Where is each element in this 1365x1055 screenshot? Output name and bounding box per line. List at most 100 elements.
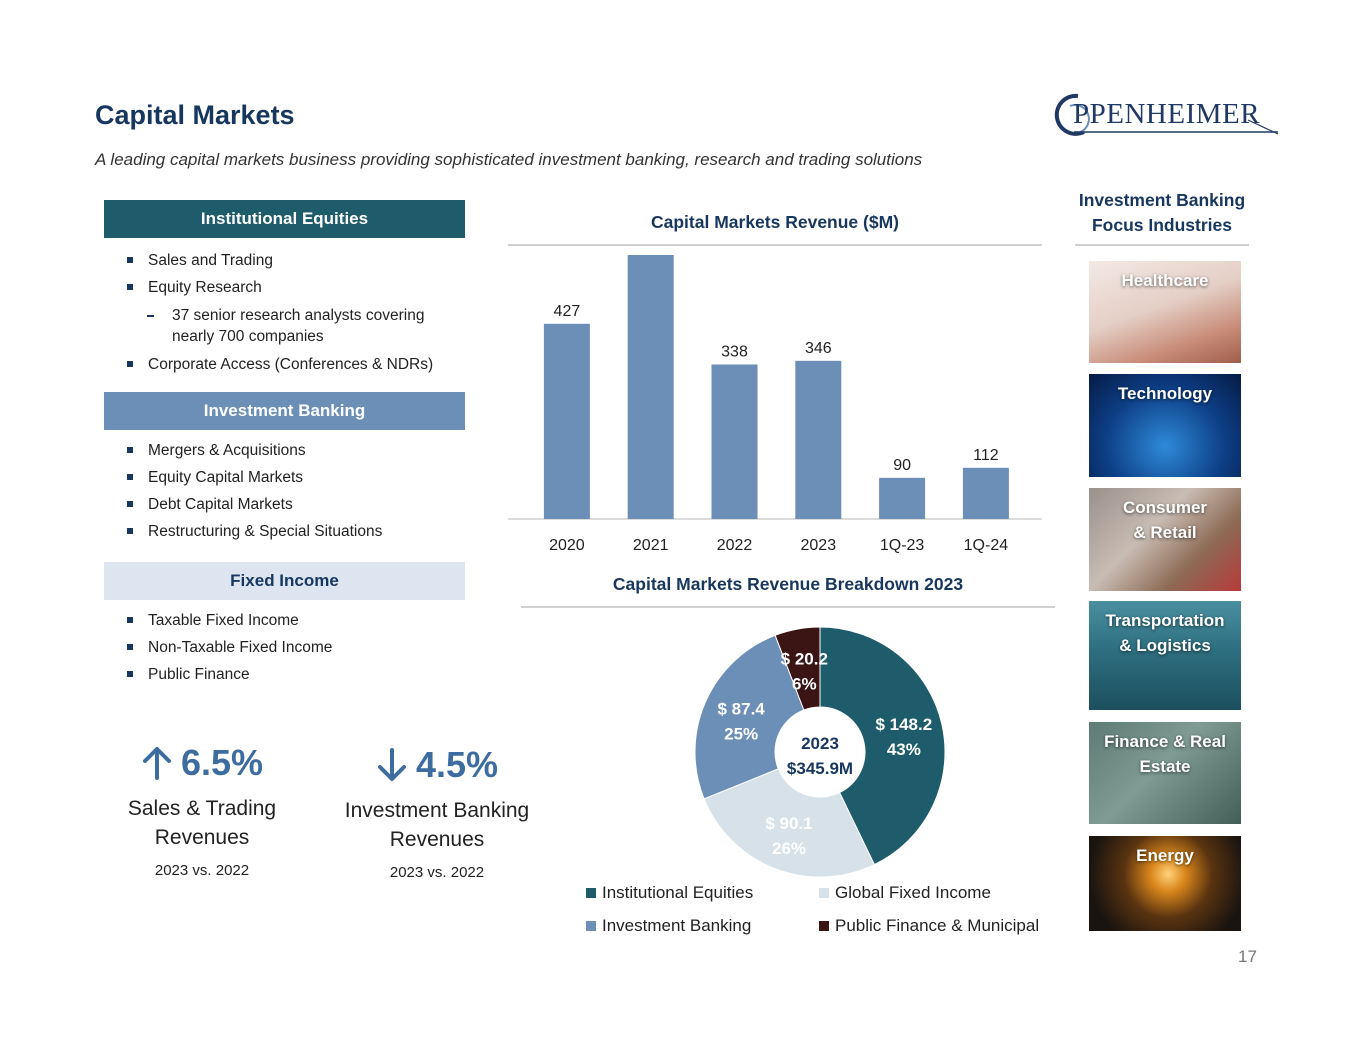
slice-percent-label: 25% <box>724 725 758 744</box>
slice-percent-label: 6% <box>792 674 817 693</box>
list-item: Debt Capital Markets <box>125 495 470 514</box>
donut-slice <box>703 768 875 878</box>
list-item: Equity Research <box>125 278 470 297</box>
legend-swatch <box>819 888 829 898</box>
stat-label: Investment Banking Revenues <box>337 796 537 854</box>
donut-chart: $ 148.2 43% $ 90.1 26% $ 87.4 25% $ 20.2 6% 2023… <box>694 626 946 878</box>
section-header-institutional-equities: Institutional Equities <box>104 200 465 238</box>
list-item: Mergers & Acquisitions <box>125 441 470 460</box>
stat-label: Sales & Trading Revenues <box>112 794 292 852</box>
industry-tile-label: Technology <box>1089 381 1241 406</box>
list-item: Restructuring & Special Situations <box>125 522 470 541</box>
bar-value-label: 346 <box>805 340 832 357</box>
x-tick-label: 2022 <box>717 537 753 554</box>
industry-tile-label-line: & Retail <box>1133 523 1197 542</box>
x-tick-label: 1Q-24 <box>964 537 1009 554</box>
donut-slice <box>694 634 805 800</box>
legend-item: Investment Banking <box>586 916 751 936</box>
arrow-down-icon <box>377 748 406 781</box>
investment-banking-list: Mergers & Acquisitions Equity Capital Ma… <box>125 441 470 549</box>
list-item: Non-Taxable Fixed Income <box>125 638 470 657</box>
industry-tile-label: Energy <box>1089 843 1241 868</box>
bar-value-label: 112 <box>973 447 999 464</box>
industries-header: Investment Banking Focus Industries <box>1072 188 1252 238</box>
legend-label: Institutional Equities <box>602 883 754 902</box>
industry-tile-label: Consumer & Retail <box>1089 495 1241 545</box>
bar-chart-title-rule <box>508 244 1042 246</box>
list-item: Equity Capital Markets <box>125 468 470 487</box>
legend-label: Public Finance & Municipal <box>835 916 1040 935</box>
donut-slice <box>774 626 821 711</box>
bar-value-label: 427 <box>554 303 581 320</box>
industry-tile-label-line: Technology <box>1117 384 1213 403</box>
donut-hole <box>776 708 864 796</box>
x-tick-label: 1Q-23 <box>880 537 925 554</box>
legend-swatch <box>586 888 596 898</box>
x-tick-label: 2020 <box>549 537 585 554</box>
fixed-income-list: Taxable Fixed Income Non-Taxable Fixed I… <box>125 611 470 692</box>
bar-chart-title: Capital Markets Revenue ($M) <box>651 212 899 232</box>
slice-value-label: $ 87.4 <box>717 700 765 719</box>
bar <box>879 477 926 519</box>
stat-label-line: Revenues <box>154 826 250 849</box>
list-item: Public Finance <box>125 665 470 684</box>
list-item: Corporate Access (Conferences & NDRs) <box>125 355 470 374</box>
donut-chart-title-rule <box>521 606 1055 608</box>
logo-text: PPENHEIMER <box>1073 98 1261 130</box>
stat-period: 2023 vs. 2022 <box>389 864 485 881</box>
industry-tile-energy: Energy <box>1089 836 1241 931</box>
slice-percent-label: 43% <box>887 740 921 759</box>
industry-tile-label-line: & Logistics <box>1119 636 1211 655</box>
bar <box>627 255 674 520</box>
industries-header-line: Investment Banking <box>1078 190 1246 210</box>
page-title: Capital Markets <box>95 100 295 130</box>
bar <box>543 323 590 519</box>
industry-tile-label-line: Energy <box>1136 846 1194 865</box>
industries-header-rule <box>1075 244 1249 246</box>
bar <box>795 360 842 519</box>
slice-value-label: $ 148.2 <box>875 715 932 734</box>
slice-percent-label: 26% <box>772 839 806 858</box>
institutional-equities-list: Sales and Trading Equity Research 37 sen… <box>125 251 470 382</box>
logo-mark-icon <box>1054 93 1279 136</box>
industry-tile-label-line: Transportation <box>1105 611 1225 630</box>
bar-value-label: 338 <box>721 343 748 360</box>
section-header-fixed-income: Fixed Income <box>104 562 465 600</box>
industry-tile-label: Healthcare <box>1089 268 1241 293</box>
stat-label-line: Sales & Trading <box>127 797 277 820</box>
industry-tile-label: Finance & Real Estate <box>1089 729 1241 779</box>
industry-tile-label-line: Estate <box>1139 757 1191 776</box>
industry-tile-label-line: Healthcare <box>1121 271 1209 290</box>
industry-tile-label: Transportation & Logistics <box>1089 608 1241 658</box>
donut-legend: Institutional Equities Global Fixed Inco… <box>586 880 1056 940</box>
industries-header-line: Focus Industries <box>1091 215 1233 235</box>
legend-item: Global Fixed Income <box>819 883 991 903</box>
list-item: Sales and Trading <box>125 251 470 270</box>
arrow-up-icon <box>142 747 171 780</box>
x-tick-label: 2021 <box>633 537 669 554</box>
list-item: Taxable Fixed Income <box>125 611 470 630</box>
legend-item: Institutional Equities <box>586 883 753 903</box>
legend-label: Investment Banking <box>602 916 752 935</box>
oppenheimer-logo: PPENHEIMER <box>1052 92 1282 142</box>
industry-tile-technology: Technology <box>1089 374 1241 477</box>
legend-swatch <box>819 921 829 931</box>
stat-label-line: Revenues <box>389 828 485 851</box>
slice-value-label: $ 90.1 <box>765 814 812 833</box>
stat-period: 2023 vs. 2022 <box>154 862 250 879</box>
industry-tile-healthcare: Healthcare <box>1089 261 1241 363</box>
stat-value-row: 4.5% <box>337 744 537 786</box>
legend-swatch <box>586 921 596 931</box>
list-subitem: 37 senior research analysts covering nea… <box>125 305 470 347</box>
industry-tile-label-line: Consumer <box>1122 498 1208 517</box>
stat-value-row: 6.5% <box>112 742 292 784</box>
legend-label: Global Fixed Income <box>835 883 991 902</box>
legend-item: Public Finance & Municipal <box>819 916 1039 936</box>
industry-tile-consumer-retail: Consumer & Retail <box>1089 488 1241 591</box>
stat-value: 6.5% <box>180 742 264 783</box>
donut-center-total: $345.9M <box>787 759 853 778</box>
bar-value-label: 90 <box>893 457 911 474</box>
donut-chart-title: Capital Markets Revenue Breakdown 2023 <box>612 574 964 594</box>
bar-chart: 4272020626202133820223462023901Q-231121Q… <box>508 255 1042 554</box>
donut-center-year: 2023 <box>801 734 839 753</box>
